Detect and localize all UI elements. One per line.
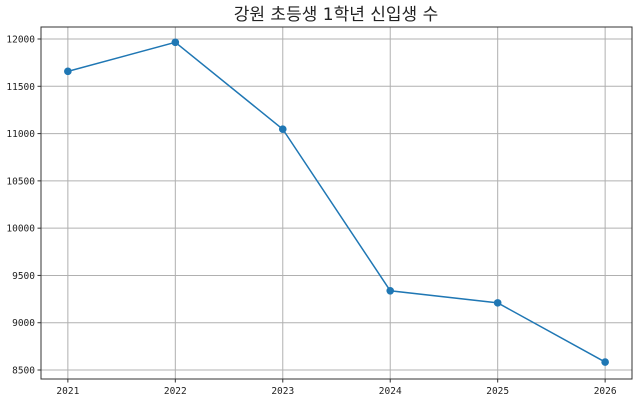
y-tick-label: 9000 bbox=[12, 318, 35, 329]
y-tick-label: 11000 bbox=[6, 129, 35, 140]
data-point bbox=[171, 38, 180, 47]
x-tick-label: 2023 bbox=[271, 386, 294, 397]
y-tick-label: 10000 bbox=[6, 224, 35, 235]
x-tick-label: 2022 bbox=[164, 386, 187, 397]
data-point bbox=[64, 67, 72, 76]
y-tick-label: 10500 bbox=[6, 176, 35, 187]
x-tick-label: 2025 bbox=[486, 386, 509, 397]
x-tick-label: 2026 bbox=[594, 386, 617, 397]
y-tick-label: 12000 bbox=[6, 35, 35, 46]
data-point bbox=[278, 125, 287, 134]
y-tick-label: 11500 bbox=[6, 82, 35, 93]
data-point bbox=[386, 286, 395, 295]
plot-frame bbox=[40, 26, 633, 380]
data-point bbox=[493, 299, 502, 307]
data-point bbox=[601, 358, 609, 366]
y-tick-label: 8500 bbox=[12, 366, 35, 377]
series-line bbox=[67, 41, 606, 363]
y-tick-label: 9500 bbox=[12, 271, 35, 282]
chart-title: 강원 초등생 1학년 신입생 수 bbox=[234, 5, 438, 25]
x-tick-label: 2021 bbox=[56, 386, 79, 397]
x-tick-label: 2024 bbox=[379, 386, 402, 397]
